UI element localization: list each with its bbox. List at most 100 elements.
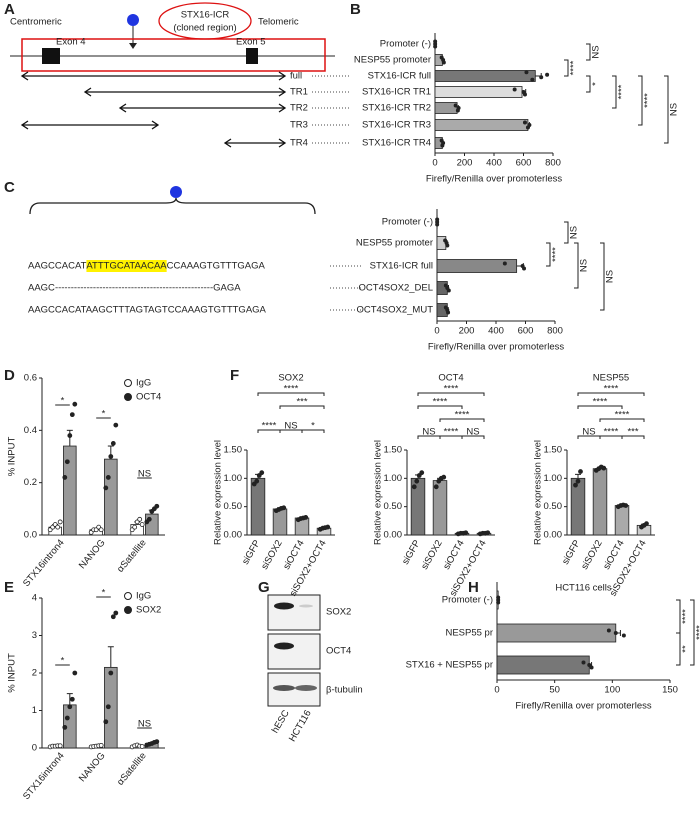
category-label: NESP55 pr	[445, 628, 493, 639]
panel-label: H	[468, 579, 479, 596]
data-point	[545, 72, 550, 77]
protein-label: β-tubulin	[326, 685, 363, 696]
data-point	[69, 696, 75, 702]
y-tick-label: 1.50	[224, 445, 243, 456]
sequence-text: CCAAAGTGTTTGAGA	[168, 305, 267, 316]
category-label: NESP55 promoter	[356, 238, 433, 249]
category-label: siGFP	[560, 538, 583, 566]
significance-label: ****	[615, 410, 630, 421]
data-point	[98, 742, 104, 748]
y-tick-label: 0.50	[544, 501, 563, 512]
bar	[104, 458, 118, 536]
panel-label: E	[4, 579, 14, 596]
category-label: STX16-ICR TR4	[362, 138, 431, 149]
blot-frame	[267, 594, 321, 631]
significance-bracket	[564, 221, 569, 244]
region-label: (cloned region)	[173, 23, 236, 34]
significance-label: NS	[579, 259, 590, 272]
significance-label: ****	[262, 421, 277, 432]
significance-label: NS	[138, 719, 151, 730]
data-point	[621, 633, 626, 638]
sequence-panel	[29, 186, 362, 311]
x-tick-label: 100	[604, 685, 620, 696]
category-label: STX16intron4	[21, 750, 67, 802]
data-point	[108, 454, 114, 459]
category-label: NESP55 promoter	[354, 55, 431, 66]
y-tick-label: 1.00	[384, 473, 403, 484]
significance-label: ****	[569, 60, 580, 75]
y-tick-label: 0.00	[224, 530, 243, 541]
band	[273, 685, 295, 691]
significance-bracket	[600, 242, 605, 311]
construct-label: TR1	[290, 87, 308, 98]
data-point	[98, 527, 104, 533]
highlight	[86, 260, 167, 272]
data-point	[455, 108, 460, 113]
bar	[436, 259, 518, 273]
legend-label: IgG	[136, 378, 151, 389]
category-label: NANOG	[77, 537, 108, 571]
category-label: Promoter (-)	[442, 595, 493, 606]
data-point	[525, 125, 530, 130]
significance-label: *	[591, 82, 602, 86]
legend-marker	[124, 393, 132, 401]
data-point	[110, 441, 116, 446]
data-point	[539, 75, 544, 80]
category-label: αSatellite	[115, 750, 149, 787]
western-blot: SOX2 OCT4 β-tubulin hESC HCT116	[267, 594, 363, 744]
y-tick-label: 1	[32, 705, 37, 716]
construct-label: TR4	[290, 138, 308, 149]
chart-title: NESP55	[593, 373, 629, 384]
construct-label: TR3	[290, 120, 308, 131]
y-axis-title: Relative expression level	[373, 440, 384, 545]
significance-label: ****	[604, 384, 619, 395]
category-label: siGFP	[240, 538, 263, 566]
x-tick-label: 0	[434, 326, 439, 337]
data-point	[254, 478, 260, 484]
y-tick-label: 0.6	[24, 373, 37, 384]
category-label: siGFP	[400, 538, 423, 566]
bar	[63, 445, 77, 536]
panel-label: D	[4, 367, 15, 384]
category-label: STX16-ICR full	[368, 71, 431, 82]
panel-label: C	[4, 179, 15, 196]
data-point	[446, 288, 451, 293]
data-point	[72, 670, 78, 676]
data-point	[72, 401, 78, 407]
category-label: OCT4SOX2_DEL	[359, 283, 433, 294]
data-point	[64, 715, 70, 721]
significance-label: NS	[466, 427, 479, 438]
significance-label: NS	[569, 226, 580, 239]
data-point	[441, 474, 447, 480]
category-label: STX16intron4	[21, 537, 67, 589]
y-axis-title: Relative expression level	[213, 440, 224, 545]
x-axis-title: Firefly/Renilla over promoterless	[515, 701, 651, 712]
sequence-text: GAGA	[213, 283, 241, 294]
exon-label: Exon 5	[236, 37, 266, 48]
chart-title: HCT116 cells	[555, 583, 612, 594]
cloned-region-box	[21, 38, 326, 72]
legend-label: OCT4	[136, 392, 161, 403]
bar	[250, 477, 266, 536]
data-point	[530, 77, 535, 82]
significance-bracket	[599, 418, 645, 422]
x-tick-label: 400	[486, 158, 502, 169]
y-tick-label: 0.00	[544, 530, 563, 541]
significance-label: *	[102, 588, 106, 599]
data-point	[139, 522, 145, 527]
significance-label: ****	[604, 427, 619, 438]
y-tick-label: 2	[32, 668, 37, 679]
y-tick-label: 0.50	[224, 501, 243, 512]
y-tick-label: 0.2	[24, 477, 37, 488]
legend-marker	[124, 606, 132, 614]
data-point	[62, 724, 68, 730]
data-point	[67, 704, 73, 710]
y-tick-label: 1.00	[224, 473, 243, 484]
significance-label: ****	[681, 609, 692, 624]
x-tick-label: 50	[549, 685, 560, 696]
significance-bracket	[301, 429, 325, 433]
panel-label: F	[230, 367, 239, 384]
data-point	[411, 484, 417, 490]
data-point	[601, 465, 607, 471]
significance-bracket	[546, 242, 551, 267]
